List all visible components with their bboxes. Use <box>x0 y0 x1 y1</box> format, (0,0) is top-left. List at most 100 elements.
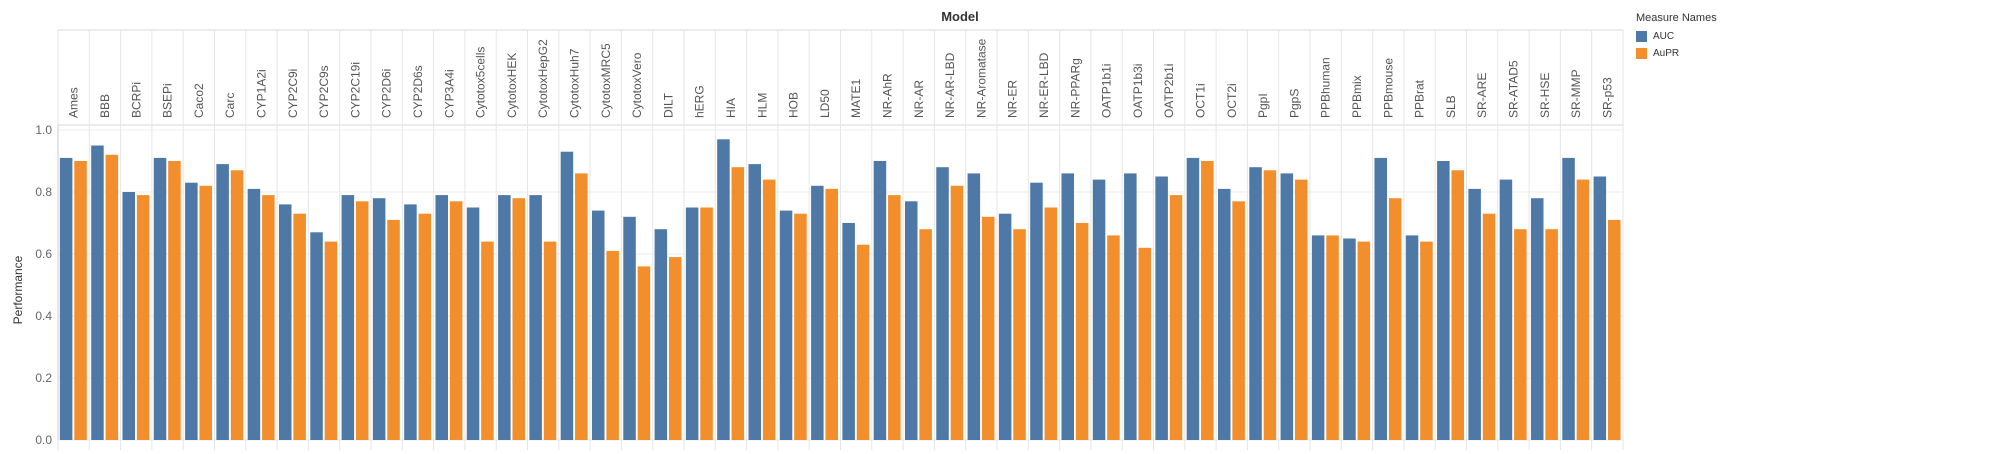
bar-aupr-bsepi[interactable] <box>168 161 181 440</box>
bar-aupr-cytotoxhepg2[interactable] <box>543 241 557 440</box>
bar-aupr-sr-hse[interactable] <box>1545 229 1558 440</box>
bar-auc-dilt[interactable] <box>654 229 668 440</box>
bar-aupr-cytotox5cells[interactable] <box>481 241 494 440</box>
bar-aupr-oct1i[interactable] <box>1201 161 1214 440</box>
bar-auc-hlm[interactable] <box>748 164 761 440</box>
bar-auc-sr-mmp[interactable] <box>1562 157 1575 440</box>
bar-auc-ppbrat[interactable] <box>1405 235 1419 440</box>
bar-auc-bsepi[interactable] <box>153 157 167 440</box>
bar-auc-oct1i[interactable] <box>1186 157 1200 440</box>
bar-aupr-cyp2c9i[interactable] <box>293 213 306 440</box>
bar-auc-carc[interactable] <box>216 164 229 440</box>
bar-auc-cytotoxvero[interactable] <box>623 216 636 440</box>
bar-aupr-hob[interactable] <box>794 213 807 440</box>
bar-auc-caco2[interactable] <box>185 182 198 440</box>
bar-aupr-nr-er[interactable] <box>1013 229 1026 440</box>
bar-aupr-carc[interactable] <box>230 170 244 441</box>
bar-aupr-oatp2b1i[interactable] <box>1169 195 1183 440</box>
bar-aupr-bbb[interactable] <box>105 154 119 441</box>
bar-aupr-cyp3a4i[interactable] <box>449 201 463 440</box>
bar-auc-cytotoxhuh7[interactable] <box>560 151 574 440</box>
bar-aupr-slb[interactable] <box>1451 170 1464 441</box>
bar-auc-nr-ar-lbd[interactable] <box>936 167 949 440</box>
bar-auc-cytotoxhek[interactable] <box>498 195 511 440</box>
bar-aupr-cyp2c19i[interactable] <box>355 201 369 440</box>
bar-auc-sr-hse[interactable] <box>1530 198 1544 440</box>
bar-aupr-cyp1a2i[interactable] <box>262 195 275 440</box>
bar-aupr-nr-aromatase[interactable] <box>981 216 995 440</box>
bar-aupr-sr-are[interactable] <box>1482 213 1496 440</box>
bar-auc-ppbhuman[interactable] <box>1311 235 1325 440</box>
bar-aupr-ld50[interactable] <box>825 188 838 440</box>
bar-aupr-hia[interactable] <box>731 167 745 440</box>
bar-auc-bcrpi[interactable] <box>122 192 135 440</box>
bar-aupr-nr-er-lbd[interactable] <box>1044 207 1058 441</box>
bar-auc-sr-p53[interactable] <box>1593 176 1607 441</box>
bar-auc-pgpi[interactable] <box>1249 167 1262 440</box>
bar-aupr-nr-ar[interactable] <box>919 229 932 440</box>
bar-aupr-mate1[interactable] <box>856 244 870 440</box>
bar-aupr-ppbmouse[interactable] <box>1388 198 1402 440</box>
bar-aupr-cytotoxmrc5[interactable] <box>606 250 619 440</box>
bar-aupr-oct2i[interactable] <box>1232 201 1245 440</box>
bar-aupr-pgps[interactable] <box>1294 179 1308 440</box>
bar-auc-sr-atad5[interactable] <box>1499 179 1513 440</box>
bar-auc-cyp2d6i[interactable] <box>372 198 386 440</box>
legend-item-auc[interactable]: AUC <box>1636 28 1717 45</box>
bar-aupr-sr-p53[interactable] <box>1607 219 1621 440</box>
bar-auc-cytotoxmrc5[interactable] <box>591 210 605 440</box>
bar-aupr-oatp1b3i[interactable] <box>1138 247 1151 440</box>
bar-aupr-sr-mmp[interactable] <box>1576 179 1590 440</box>
bar-aupr-bcrpi[interactable] <box>136 195 150 440</box>
bar-aupr-ppbmix[interactable] <box>1357 241 1371 440</box>
bar-auc-cyp2d6s[interactable] <box>404 204 417 440</box>
bar-aupr-pgpi[interactable] <box>1263 170 1277 441</box>
bar-auc-cyp2c9s[interactable] <box>310 232 323 440</box>
bar-auc-nr-pparg[interactable] <box>1061 173 1074 440</box>
bar-auc-cytotox5cells[interactable] <box>466 207 480 441</box>
bar-auc-cyp1a2i[interactable] <box>247 188 261 440</box>
bar-auc-nr-ar[interactable] <box>904 201 918 440</box>
bar-auc-nr-er-lbd[interactable] <box>1030 182 1043 440</box>
bar-auc-cyp3a4i[interactable] <box>435 195 448 440</box>
bar-aupr-cyp2d6i[interactable] <box>387 219 400 440</box>
bar-auc-oatp1b3i[interactable] <box>1124 173 1137 440</box>
bar-auc-nr-er[interactable] <box>998 213 1012 440</box>
bar-auc-nr-aromatase[interactable] <box>967 173 981 440</box>
bar-aupr-nr-ar-lbd[interactable] <box>950 185 964 440</box>
bar-aupr-ames[interactable] <box>74 161 87 440</box>
bar-auc-hob[interactable] <box>779 210 793 440</box>
legend-item-aupr[interactable]: AuPR <box>1636 45 1717 62</box>
bar-auc-oct2i[interactable] <box>1217 188 1231 440</box>
bar-auc-cyp2c9i[interactable] <box>278 204 292 440</box>
bar-aupr-cyp2c9s[interactable] <box>324 241 338 440</box>
bar-auc-cytotoxhepg2[interactable] <box>529 195 542 440</box>
bar-auc-bbb[interactable] <box>91 145 104 441</box>
bar-aupr-nr-pparg[interactable] <box>1075 223 1089 440</box>
bar-auc-oatp2b1i[interactable] <box>1155 176 1168 441</box>
bar-auc-ppbmix[interactable] <box>1343 238 1356 441</box>
bar-auc-ppbmouse[interactable] <box>1374 157 1387 440</box>
bar-auc-ames[interactable] <box>59 157 73 440</box>
bar-aupr-cytotoxhek[interactable] <box>512 198 525 440</box>
bar-auc-cyp2c19i[interactable] <box>341 195 355 440</box>
bar-auc-oatp1b1i[interactable] <box>1092 179 1106 440</box>
bar-auc-sr-are[interactable] <box>1468 188 1481 440</box>
bar-aupr-oatp1b1i[interactable] <box>1107 235 1120 440</box>
bar-aupr-dilt[interactable] <box>668 257 682 440</box>
bar-aupr-herg[interactable] <box>700 207 713 441</box>
bar-auc-pgps[interactable] <box>1280 173 1294 440</box>
bar-aupr-cytotoxhuh7[interactable] <box>575 173 588 440</box>
bar-aupr-caco2[interactable] <box>199 185 212 440</box>
bar-auc-hia[interactable] <box>717 139 730 441</box>
bar-auc-slb[interactable] <box>1437 161 1450 440</box>
bar-aupr-cyp2d6s[interactable] <box>418 213 432 440</box>
bar-aupr-ppbrat[interactable] <box>1420 241 1433 440</box>
bar-aupr-cytotoxvero[interactable] <box>637 266 651 440</box>
bar-aupr-hlm[interactable] <box>762 179 776 440</box>
bar-auc-herg[interactable] <box>685 207 699 441</box>
bar-auc-nr-ahr[interactable] <box>873 161 887 440</box>
bar-aupr-sr-atad5[interactable] <box>1514 229 1527 440</box>
bar-aupr-nr-ahr[interactable] <box>888 195 901 440</box>
bar-auc-ld50[interactable] <box>811 185 824 440</box>
